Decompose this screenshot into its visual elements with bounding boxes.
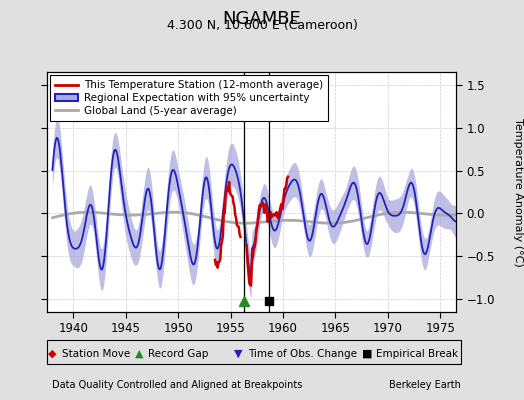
Y-axis label: Temperature Anomaly (°C): Temperature Anomaly (°C) [513,118,523,266]
Text: Berkeley Earth: Berkeley Earth [389,380,461,390]
Text: Record Gap: Record Gap [148,349,209,359]
Text: ▼: ▼ [234,349,243,359]
Text: ▲: ▲ [135,349,143,359]
Text: Time of Obs. Change: Time of Obs. Change [248,349,357,359]
Text: 4.300 N, 10.600 E (Cameroon): 4.300 N, 10.600 E (Cameroon) [167,19,357,32]
Text: ◆: ◆ [48,349,57,359]
Text: Empirical Break: Empirical Break [376,349,458,359]
Text: Station Move: Station Move [62,349,130,359]
Text: ■: ■ [362,349,372,359]
Text: Data Quality Controlled and Aligned at Breakpoints: Data Quality Controlled and Aligned at B… [52,380,303,390]
Text: NGAMBE: NGAMBE [223,10,301,28]
Legend: This Temperature Station (12-month average), Regional Expectation with 95% uncer: This Temperature Station (12-month avera… [50,75,328,121]
